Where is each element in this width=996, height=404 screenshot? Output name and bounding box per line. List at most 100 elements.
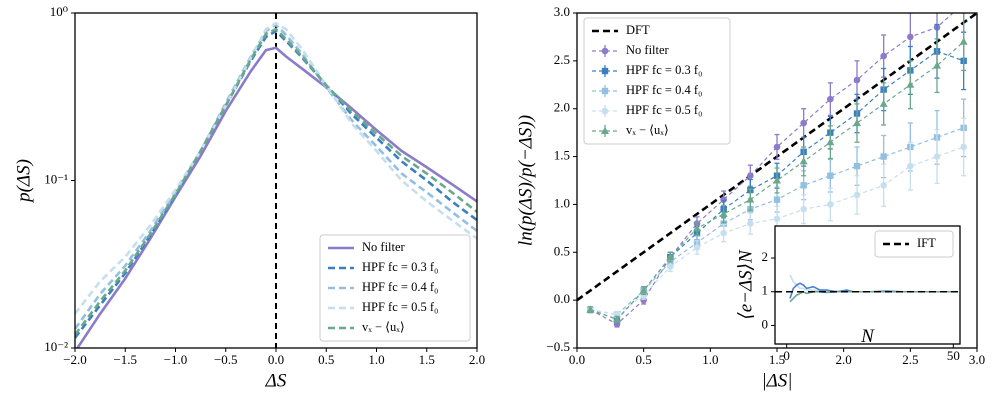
marker	[640, 292, 647, 299]
marker	[907, 33, 914, 41]
y-axis-label: ln(p(ΔS)/p(−ΔS))	[515, 115, 536, 246]
legend-label: vₓ − ⟨uₓ⟩	[626, 123, 669, 137]
series-line	[75, 23, 477, 330]
legend-box	[874, 230, 954, 258]
marker	[960, 0, 967, 7]
x-tick-label: 1.0	[702, 352, 718, 367]
x-tick-label: 2.5	[902, 352, 918, 367]
marker	[747, 172, 754, 180]
y-tick-label: 1.5	[554, 148, 570, 163]
marker	[799, 157, 808, 165]
marker	[959, 37, 968, 45]
y-tick-label: 0	[762, 316, 769, 331]
marker	[613, 315, 621, 323]
x-tick-label: 3.0	[969, 352, 985, 367]
legend-box	[583, 17, 731, 145]
x-tick-label: 0.5	[318, 352, 334, 367]
y-tick-label: 1	[762, 283, 769, 298]
y-tick-label: 2.0	[554, 100, 570, 115]
plot-frame	[774, 225, 961, 345]
marker	[907, 162, 914, 170]
x-tick-label: −0.5	[214, 352, 238, 367]
y-tick-label: 2.5	[554, 52, 570, 67]
legend-label: No filter	[626, 43, 670, 57]
series-line	[75, 21, 477, 315]
marker	[667, 263, 674, 270]
series-line	[75, 46, 477, 348]
marker	[800, 182, 807, 189]
marker	[719, 209, 728, 217]
legend-box	[319, 234, 471, 342]
legend-label: HPF fc = 0.4 f₀	[626, 83, 702, 97]
marker	[586, 305, 595, 313]
marker	[720, 196, 727, 203]
legend-label: HPF fc = 0.4 f₀	[362, 280, 438, 294]
y-tick-label: 10⁻¹	[44, 171, 68, 186]
marker	[853, 162, 861, 170]
marker	[880, 52, 887, 60]
y-tick-label: 1.0	[554, 195, 570, 210]
y-tick-label: 10⁻²	[44, 339, 68, 354]
marker	[639, 286, 648, 294]
legend-label: HPF fc = 0.5 f₀	[626, 103, 702, 117]
x-tick-label: −1.5	[113, 352, 137, 367]
marker	[853, 118, 861, 127]
marker	[601, 67, 609, 75]
y-tick-label: 0.0	[554, 291, 570, 306]
legend-label: HPF fc = 0.5 f₀	[362, 300, 438, 314]
legend-label: HPF fc = 0.3 f₀	[626, 63, 702, 77]
x-axis-label: ΔS	[265, 370, 287, 391]
marker	[601, 107, 609, 115]
marker	[933, 61, 941, 69]
marker	[960, 143, 967, 151]
legend-label: IFT	[917, 236, 936, 250]
marker	[826, 138, 835, 146]
marker	[800, 205, 807, 213]
x-tick-label: 2.0	[836, 352, 852, 367]
marker	[746, 195, 755, 203]
x-tick-label: 1.5	[419, 352, 435, 367]
x-tick-label: 2.0	[469, 352, 485, 367]
marker	[666, 252, 675, 261]
marker	[720, 229, 727, 237]
x-tick-label: 0	[783, 348, 790, 363]
y-tick-label: 3.0	[554, 4, 570, 19]
marker	[827, 201, 834, 208]
x-tick-label: 1.5	[769, 352, 785, 367]
x-tick-label: 0.0	[268, 352, 284, 367]
y-tick-label: 0.5	[554, 243, 570, 258]
y-tick-label: 2	[762, 249, 769, 264]
marker	[773, 143, 781, 151]
x-tick-label: −2.0	[63, 352, 87, 367]
marker	[693, 224, 701, 232]
x-tick-label: −1.0	[164, 352, 188, 367]
legend-label: vₓ − ⟨uₓ⟩	[362, 320, 405, 334]
marker	[800, 119, 807, 127]
legend-label: HPF fc = 0.3 f₀	[362, 260, 438, 274]
marker	[933, 153, 941, 160]
marker	[640, 296, 647, 304]
marker	[773, 176, 781, 184]
x-axis-label: |ΔS|	[761, 370, 792, 391]
x-tick-label: 0.0	[569, 352, 585, 367]
marker	[880, 181, 887, 189]
marker	[601, 47, 609, 55]
marker	[827, 172, 834, 179]
marker	[747, 220, 754, 227]
plot-area	[775, 274, 960, 303]
legend-label: No filter	[362, 240, 406, 254]
y-tick-label: −0.5	[546, 339, 570, 354]
y-axis-label: ⟨e−ΔS⟩N	[735, 249, 756, 320]
marker	[879, 99, 888, 107]
marker	[720, 220, 727, 227]
marker	[773, 215, 781, 223]
x-tick-label: 50	[947, 348, 960, 363]
x-axis-label: N	[860, 326, 875, 347]
plot-area	[75, 13, 477, 348]
plot-area	[577, 0, 977, 328]
marker	[906, 80, 915, 88]
plot-frame	[576, 12, 978, 349]
marker	[601, 126, 609, 134]
marker	[773, 196, 781, 203]
